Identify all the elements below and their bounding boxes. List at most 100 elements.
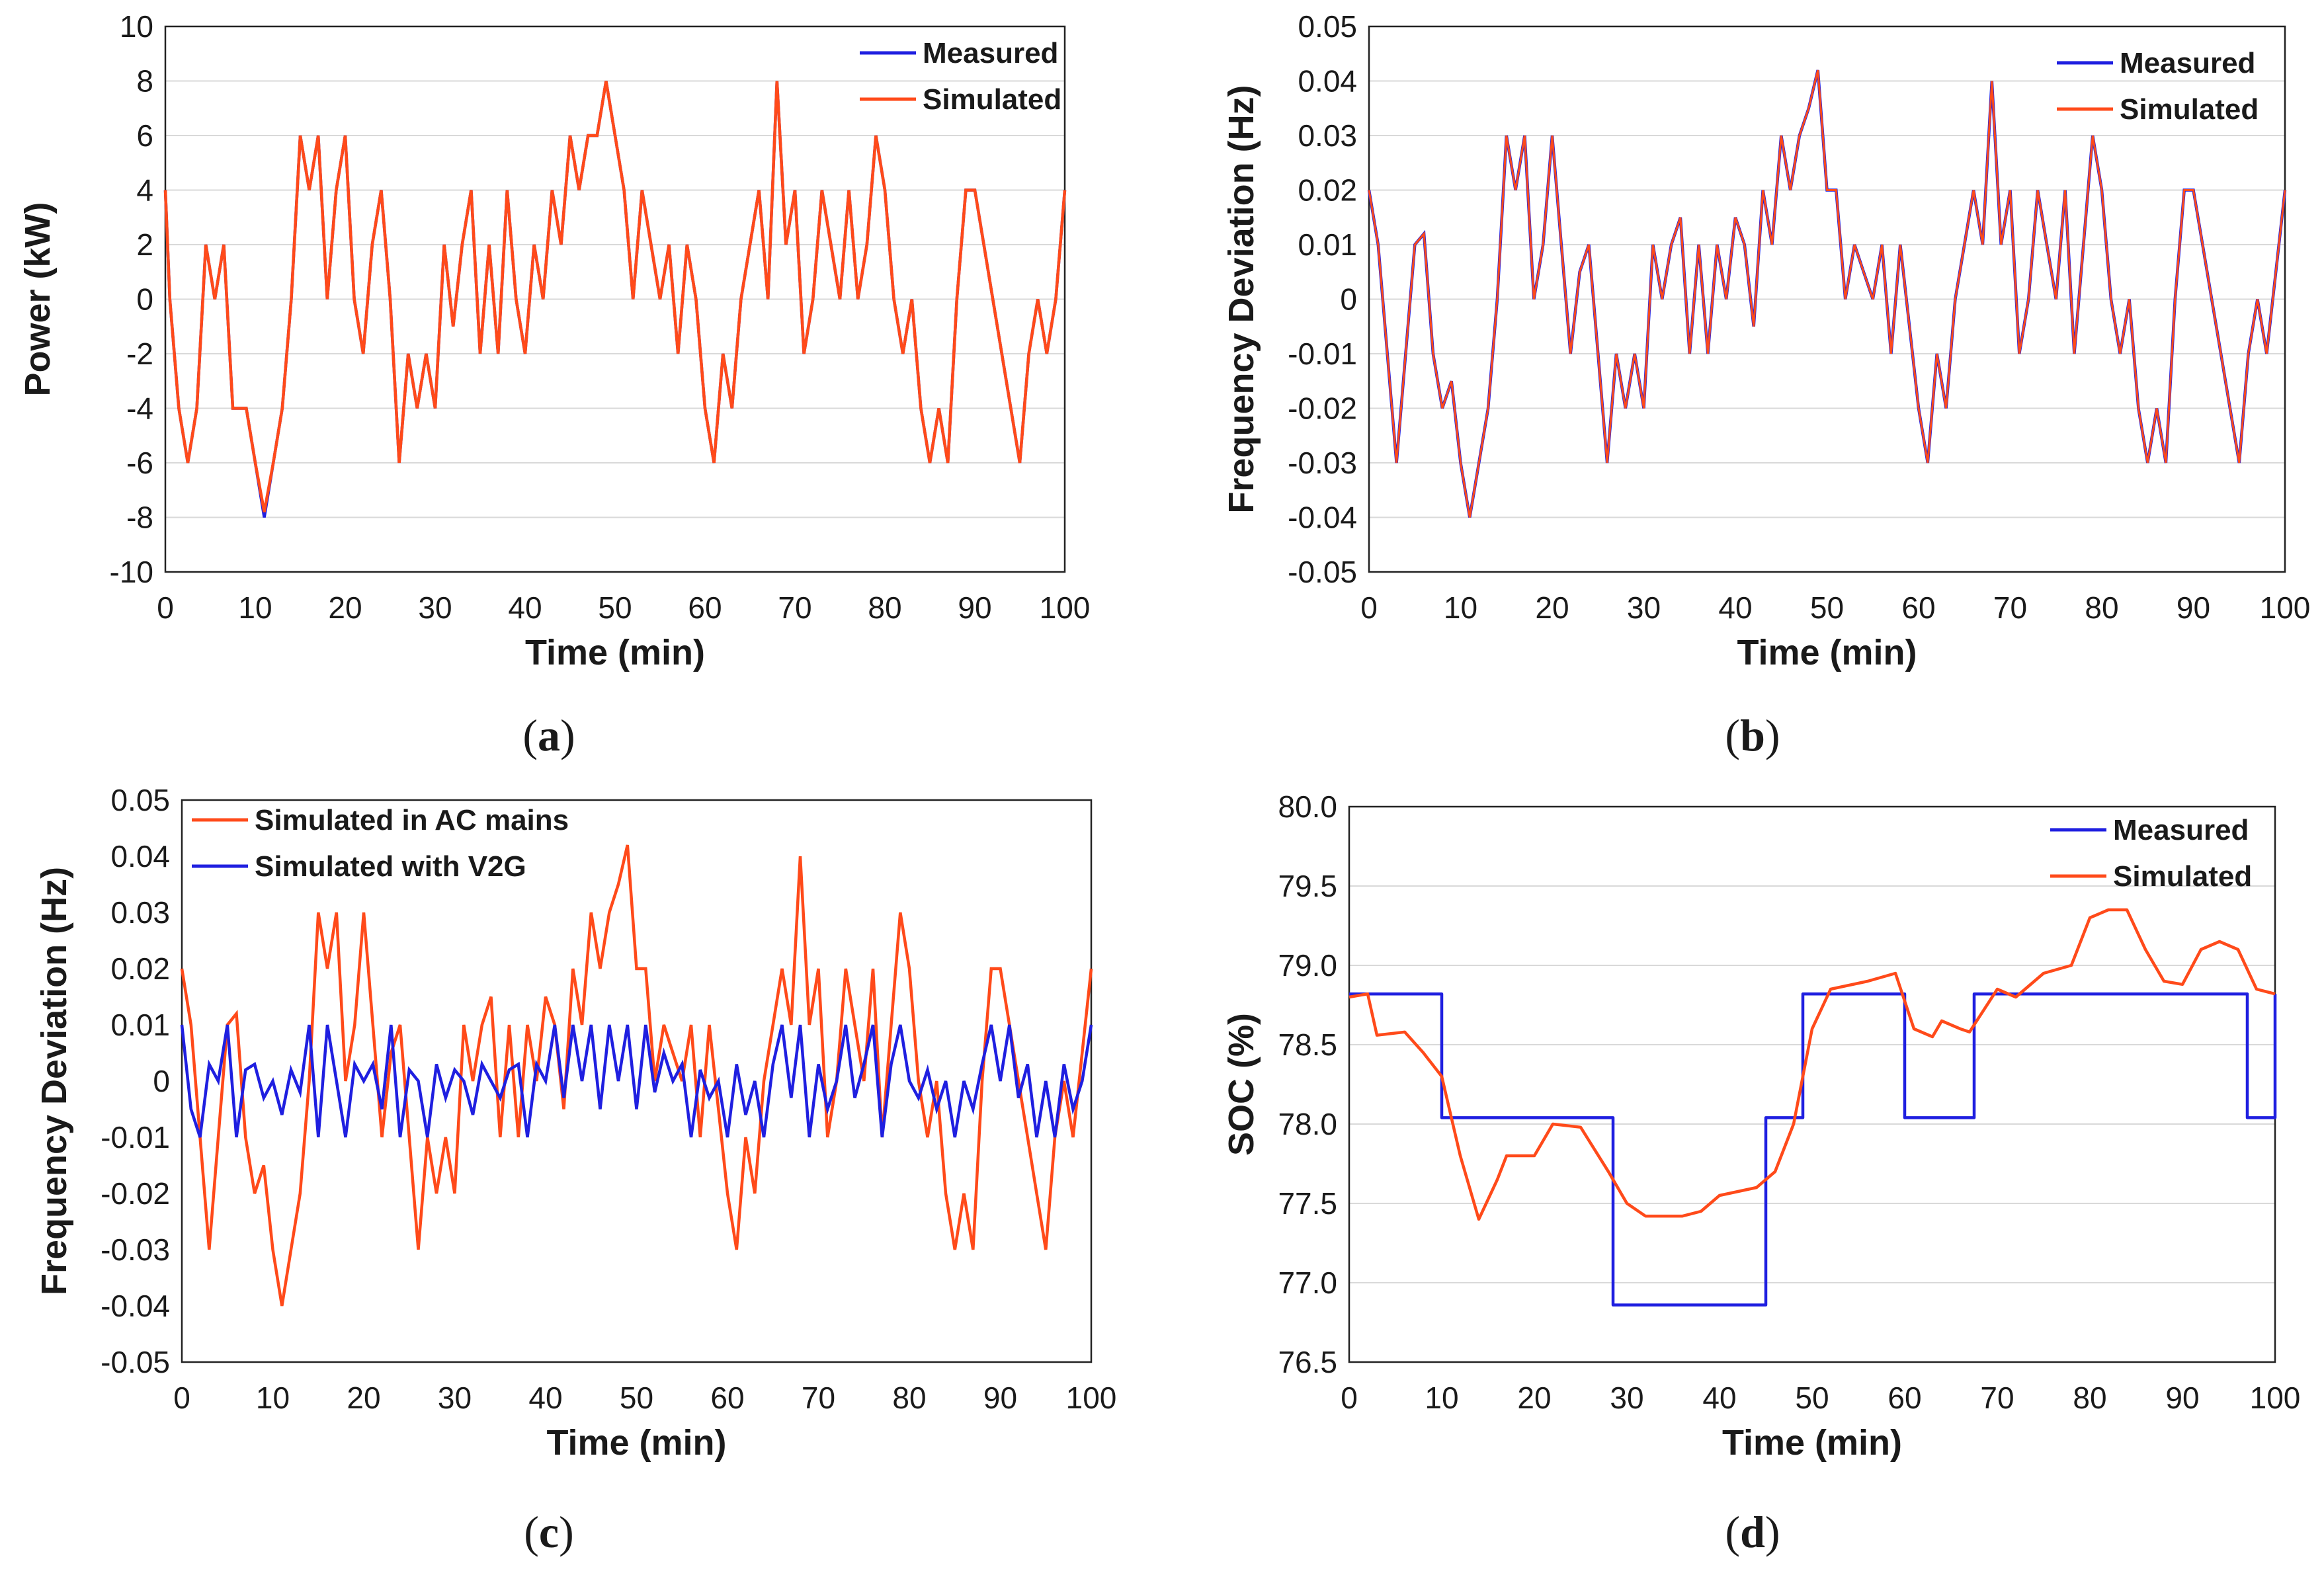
panel-caption: (b): [1725, 710, 1780, 760]
y-tick-label: 4: [136, 173, 153, 208]
panel-caption-letter: b: [1740, 710, 1765, 760]
y-tick-label: -8: [126, 501, 153, 535]
panel-caption: (c): [524, 1507, 574, 1557]
panel-c: -0.05 -0.04 -0.03 -0.02 -0.01 0 0.01 0.02 0.03 0.…: [34, 783, 1116, 1557]
y-axis-title: Frequency Deviation (Hz): [1222, 85, 1261, 513]
y-tick-label: 0.01: [110, 1008, 170, 1042]
y-tick-label: 0: [136, 282, 153, 317]
x-tick-label: 10: [1425, 1381, 1458, 1415]
x-tick-label: 10: [256, 1381, 290, 1415]
y-tick-label: -0.01: [101, 1120, 170, 1154]
x-tick-label: 50: [1810, 590, 1844, 625]
y-axis-title: Frequency Deviation (Hz): [34, 867, 74, 1295]
x-tick-label: 40: [528, 1381, 562, 1415]
x-tick-label: 0: [173, 1381, 190, 1415]
x-tick-label: 50: [620, 1381, 653, 1415]
x-tick-label: 30: [1627, 590, 1661, 625]
x-tick-label: 100: [2260, 590, 2311, 625]
y-tick-label: 6: [136, 118, 153, 153]
y-tick-label: 0.03: [110, 895, 170, 930]
x-tick-label: 20: [1517, 1381, 1551, 1415]
legend-label: Simulated: [2120, 93, 2259, 126]
panel-caption-letter: d: [1740, 1507, 1765, 1557]
x-tick-label: 10: [1444, 590, 1477, 625]
y-tick-label: 0.05: [110, 783, 170, 817]
y-tick-label: 76.5: [1278, 1345, 1337, 1379]
x-axis-title: Time (min): [525, 633, 705, 672]
legend-label: Measured: [2113, 814, 2249, 846]
x-tick-label: 0: [157, 590, 174, 625]
x-tick-label: 20: [328, 590, 362, 625]
y-tick-label: 79.5: [1278, 869, 1337, 903]
y-tick-label: 0.02: [110, 951, 170, 986]
series-line-simulated: [1349, 908, 2276, 1221]
y-tick-label: -0.04: [101, 1289, 170, 1323]
x-axis-title: Time (min): [1737, 633, 1917, 672]
x-tick-label: 30: [1610, 1381, 1643, 1415]
y-tick-label: -0.04: [1288, 501, 1357, 535]
x-tick-label: 20: [347, 1381, 380, 1415]
x-tick-label: 80: [868, 590, 901, 625]
panel-b: -0.05 -0.04 -0.03 -0.02 -0.01 0 0.01 0.02 0.03 0.…: [1222, 9, 2310, 760]
x-tick-label: 0: [1360, 590, 1378, 625]
legend-label: Simulated with V2G: [255, 850, 526, 883]
y-tick-label: -4: [126, 391, 153, 426]
y-tick-label: 0: [153, 1064, 170, 1098]
x-tick-label: 80: [892, 1381, 926, 1415]
panel-d: 76.5 77.0 77.5 78.0 78.5 79.0 79.5 80.0 0 10 20 30 4…: [1222, 789, 2300, 1557]
x-tick-label: 60: [1888, 1381, 1921, 1415]
y-tick-label: -0.03: [1288, 446, 1357, 480]
x-tick-label: 70: [1980, 1381, 2014, 1415]
series-line-simulated-with-v2g: [180, 1024, 1093, 1138]
x-tick-label: 30: [418, 590, 452, 625]
x-axis-title: Time (min): [546, 1423, 726, 1463]
y-tick-label: 0: [1340, 282, 1357, 317]
y-axis-title: Power (kW): [18, 202, 58, 396]
y-tick-label: 79.0: [1278, 948, 1337, 983]
series-line-measured: [1349, 992, 2277, 1307]
y-tick-label: 2: [136, 227, 153, 262]
x-tick-label: 50: [598, 590, 632, 625]
x-tick-label: 90: [2165, 1381, 2199, 1415]
plot-area-frame: [1368, 25, 2286, 573]
x-tick-label: 30: [438, 1381, 472, 1415]
plot-area-frame: [181, 799, 1093, 1363]
y-tick-label: -2: [126, 337, 153, 371]
series-line-simulated: [163, 81, 1067, 512]
series-line-simulated: [1368, 69, 2286, 518]
x-tick-label: 90: [958, 590, 991, 625]
y-tick-label: 0.03: [1298, 118, 1357, 153]
plot-area-frame: [164, 25, 1066, 573]
y-tick-label: 78.5: [1278, 1028, 1337, 1062]
y-tick-label: 78.0: [1278, 1107, 1337, 1141]
legend-label: Simulated: [923, 83, 1061, 116]
x-tick-label: 50: [1795, 1381, 1829, 1415]
y-tick-label: 0.04: [110, 839, 170, 873]
y-tick-label: 0.05: [1298, 9, 1357, 44]
y-tick-label: 0.04: [1298, 64, 1357, 99]
x-tick-label: 90: [2177, 590, 2210, 625]
y-tick-label: 10: [120, 9, 153, 44]
x-tick-label: 40: [1702, 1381, 1736, 1415]
legend-label: Measured: [923, 37, 1058, 69]
y-tick-label: 0.02: [1298, 173, 1357, 208]
y-tick-label: -0.02: [101, 1176, 170, 1211]
x-tick-label: 100: [2250, 1381, 2301, 1415]
y-tick-label: -6: [126, 446, 153, 480]
x-tick-label: 60: [1901, 590, 1935, 625]
x-tick-label: 70: [802, 1381, 835, 1415]
panel-caption: (a): [522, 710, 575, 760]
legend-label: Simulated: [2113, 860, 2252, 893]
x-tick-label: 90: [983, 1381, 1017, 1415]
x-tick-label: 100: [1066, 1381, 1117, 1415]
y-tick-label: 8: [136, 64, 153, 99]
x-tick-label: 80: [2085, 590, 2118, 625]
legend-label: Measured: [2120, 47, 2255, 79]
y-tick-label: -0.01: [1288, 337, 1357, 371]
x-tick-label: 60: [688, 590, 722, 625]
y-axis-title: SOC (%): [1222, 1013, 1261, 1156]
x-tick-label: 70: [778, 590, 811, 625]
y-tick-label: -0.03: [101, 1232, 170, 1267]
x-tick-label: 70: [1993, 590, 2027, 625]
